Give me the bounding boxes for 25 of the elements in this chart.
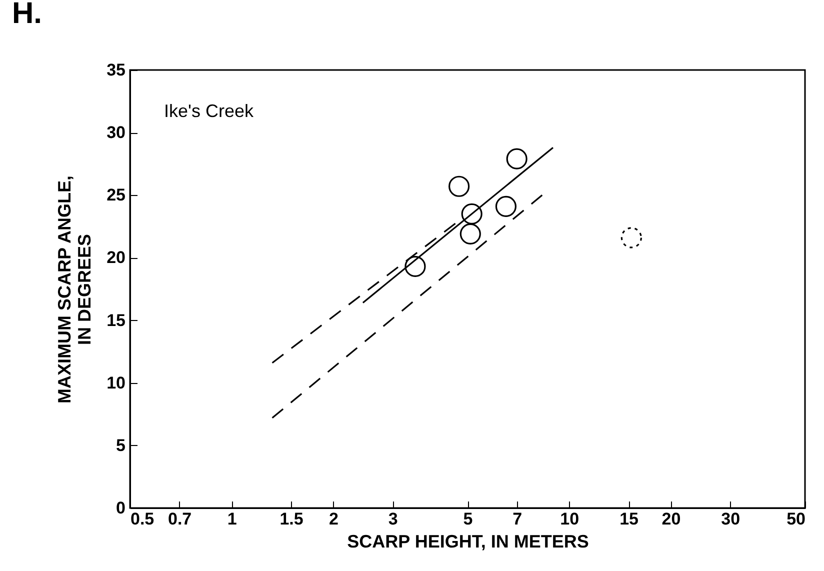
x-tick-label: 0.5 (130, 510, 154, 528)
x-tick-label: 1 (227, 510, 237, 528)
x-tick-label: 20 (662, 510, 681, 528)
x-tick-label: 2 (328, 510, 338, 528)
annotation: Ike's Creek (164, 101, 254, 121)
y-tick-label: 5 (116, 436, 126, 455)
x-tick-label: 30 (721, 510, 740, 528)
y-tick-label: 25 (106, 186, 126, 205)
x-tick-label: 50 (786, 510, 806, 528)
y-tick-label: 0 (116, 498, 126, 518)
chart-title: H. (12, 0, 42, 30)
y-tick-label: 15 (106, 310, 126, 330)
x-tick-label: 5 (463, 510, 473, 528)
x-tick-label: 15 (620, 510, 638, 528)
y-axis-title: MAXIMUM SCARP ANGLE, IN DEGREES (54, 175, 95, 404)
y-tick-label: 20 (106, 248, 126, 268)
x-tick-label: 1.5 (280, 510, 304, 528)
y-tick-label: 30 (106, 123, 126, 142)
x-tick-label: 7 (512, 510, 522, 528)
x-tick-label: 3 (388, 510, 398, 528)
x-axis-title: SCARP HEIGHT, IN METERS (347, 532, 589, 552)
y-tick-label: 10 (106, 373, 126, 392)
x-tick-label: 0.7 (168, 510, 192, 528)
y-tick-label: 35 (106, 60, 126, 80)
x-tick-label: 10 (560, 510, 580, 528)
